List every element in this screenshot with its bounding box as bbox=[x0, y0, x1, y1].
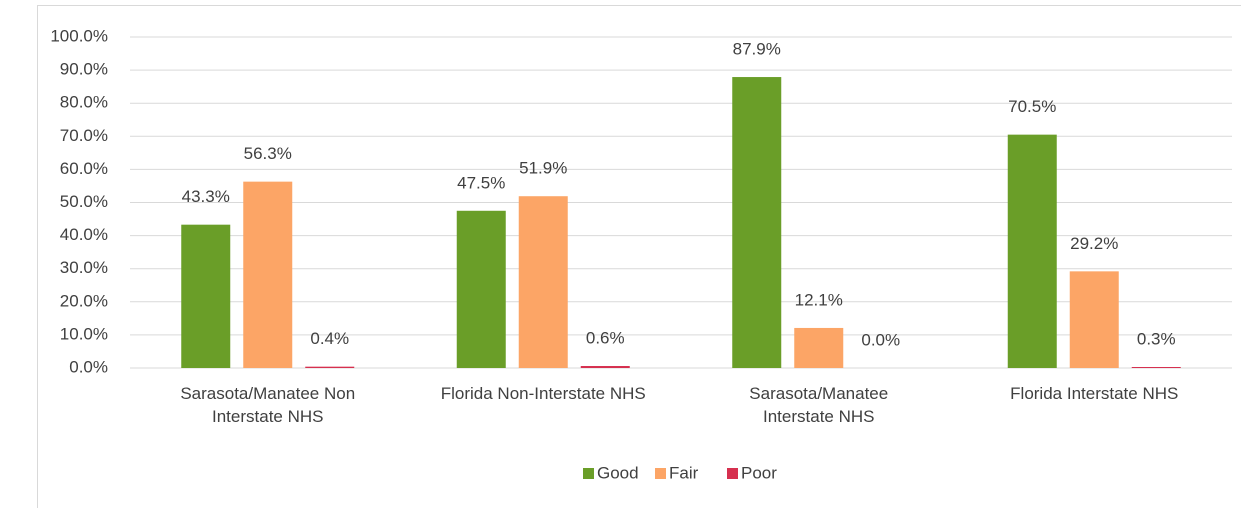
y-tick-label: 20.0% bbox=[60, 291, 108, 310]
legend-swatch bbox=[655, 468, 666, 479]
bar bbox=[794, 327, 844, 368]
value-label: 87.9% bbox=[733, 40, 781, 59]
bar bbox=[1131, 367, 1181, 368]
bar bbox=[181, 224, 231, 368]
x-tick-label: Florida Interstate NHS bbox=[1010, 384, 1179, 403]
value-label: 47.5% bbox=[457, 173, 505, 192]
bar bbox=[1007, 134, 1057, 368]
bar bbox=[580, 366, 630, 368]
value-label: 0.4% bbox=[310, 329, 349, 348]
y-tick-label: 0.0% bbox=[69, 357, 108, 376]
value-label: 29.2% bbox=[1070, 234, 1118, 253]
x-tick-label: Sarasota/Manatee Non Interstate NHS bbox=[180, 384, 356, 426]
value-label: 51.9% bbox=[519, 159, 567, 178]
y-tick-label: 60.0% bbox=[60, 159, 108, 178]
value-label: 70.5% bbox=[1008, 97, 1056, 116]
legend-label: Good bbox=[597, 463, 639, 482]
value-label: 12.1% bbox=[795, 290, 843, 309]
legend-label: Poor bbox=[741, 463, 777, 482]
legend-label: Fair bbox=[669, 463, 699, 482]
value-label: 0.6% bbox=[586, 328, 625, 347]
x-tick-label: Florida Non-Interstate NHS bbox=[440, 384, 646, 403]
y-tick-label: 50.0% bbox=[60, 192, 108, 211]
bar bbox=[456, 210, 506, 368]
value-label: 0.0% bbox=[861, 330, 900, 349]
y-tick-label: 40.0% bbox=[60, 225, 108, 244]
y-tick-label: 70.0% bbox=[60, 126, 108, 145]
legend-swatch bbox=[727, 468, 738, 479]
value-label: 0.3% bbox=[1137, 329, 1176, 348]
y-tick-label: 100.0% bbox=[50, 26, 108, 45]
y-tick-label: 10.0% bbox=[60, 324, 108, 343]
bar bbox=[518, 196, 568, 368]
bar bbox=[305, 366, 355, 368]
x-tick-label: Sarasota/Manatee Interstate NHS bbox=[749, 384, 889, 426]
y-tick-label: 90.0% bbox=[60, 60, 108, 79]
bar bbox=[732, 77, 782, 369]
bar bbox=[243, 181, 293, 368]
chart-border bbox=[37, 5, 1241, 508]
y-tick-label: 80.0% bbox=[60, 93, 108, 112]
legend-swatch bbox=[583, 468, 594, 479]
value-label: 43.3% bbox=[182, 187, 230, 206]
value-label: 56.3% bbox=[244, 144, 292, 163]
bar bbox=[1069, 271, 1119, 368]
y-tick-label: 30.0% bbox=[60, 258, 108, 277]
